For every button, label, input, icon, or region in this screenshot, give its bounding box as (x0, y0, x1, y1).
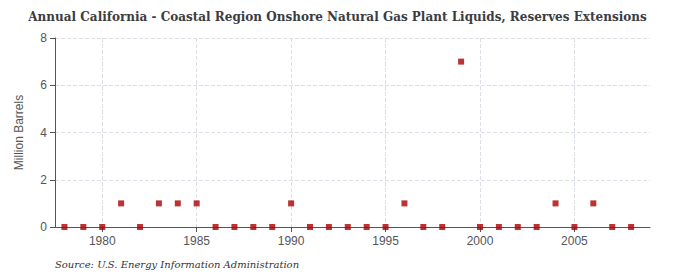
svg-text:8: 8 (40, 31, 47, 45)
svg-text:Source: U.S. Energy Informatio: Source: U.S. Energy Information Administ… (55, 259, 299, 270)
svg-text:4: 4 (40, 126, 47, 140)
svg-text:2: 2 (40, 173, 47, 187)
svg-text:1980: 1980 (89, 234, 116, 248)
svg-text:2000: 2000 (467, 234, 494, 248)
svg-text:1985: 1985 (183, 234, 210, 248)
svg-text:2005: 2005 (561, 234, 588, 248)
svg-text:1990: 1990 (278, 234, 305, 248)
svg-text:Annual California - Coastal Re: Annual California - Coastal Region Onsho… (27, 10, 647, 24)
svg-text:Million Barrels: Million Barrels (12, 95, 26, 170)
svg-text:6: 6 (40, 78, 47, 92)
svg-text:0: 0 (40, 220, 47, 234)
svg-text:1995: 1995 (372, 234, 399, 248)
